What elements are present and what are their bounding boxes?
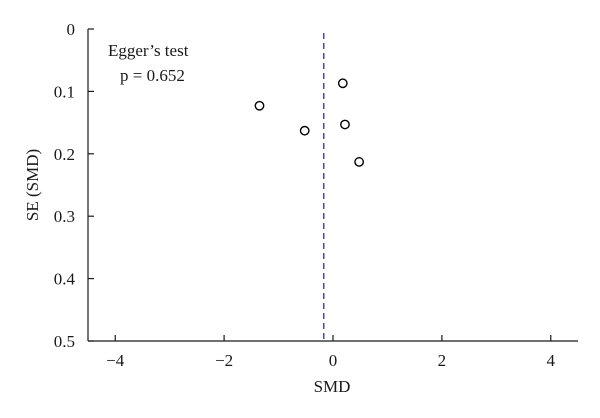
y-tick-label: 0 bbox=[67, 20, 76, 39]
data-point bbox=[299, 125, 310, 136]
egger-test-label: Egger’s test bbox=[108, 41, 189, 60]
x-tick-label: 2 bbox=[438, 351, 447, 370]
y-tick-label: 0.4 bbox=[54, 270, 76, 289]
x-tick-label: −4 bbox=[106, 351, 125, 370]
data-point bbox=[337, 78, 348, 89]
data-point bbox=[254, 100, 265, 111]
data-points bbox=[254, 78, 365, 167]
y-tick-label: 0.1 bbox=[54, 82, 75, 101]
y-tick-label: 0.3 bbox=[54, 207, 75, 226]
data-point bbox=[340, 119, 350, 130]
labels: SMD SE (SMD) Egger’s test p = 0.652 bbox=[23, 41, 350, 396]
x-tick-label: 0 bbox=[329, 351, 338, 370]
axes: 0 0.1 0.2 0.3 0.4 0.5 −4 −2 0 2 4 bbox=[54, 20, 578, 370]
x-tick-label: 4 bbox=[547, 351, 556, 370]
egger-p-value: p = 0.652 bbox=[120, 66, 185, 85]
y-tick-label: 0.2 bbox=[54, 145, 75, 164]
data-point bbox=[354, 157, 365, 167]
x-axis-title: SMD bbox=[314, 377, 351, 396]
x-tick-label: −2 bbox=[215, 351, 233, 370]
y-axis-title: SE (SMD) bbox=[23, 149, 42, 221]
y-tick-label: 0.5 bbox=[54, 332, 75, 351]
